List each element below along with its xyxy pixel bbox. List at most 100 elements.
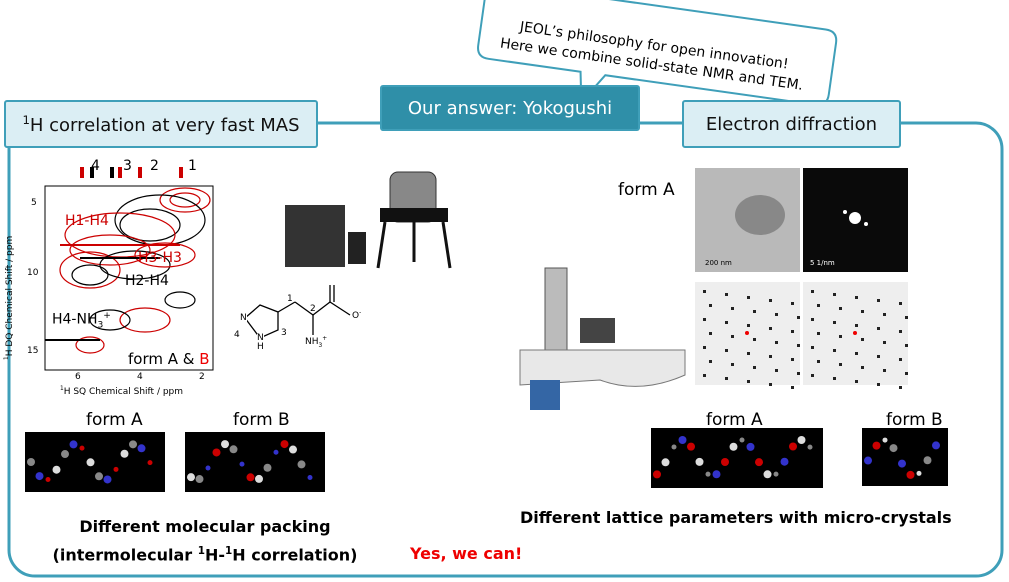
reflection [791, 330, 794, 333]
reflection [769, 299, 772, 302]
atom [739, 437, 745, 443]
subscript: 3 [318, 342, 323, 349]
reflection [861, 366, 864, 369]
peak-label: 2 [150, 158, 159, 174]
reflection [839, 363, 842, 366]
caption-line: (intermolecular 1H-1H correlation) [40, 539, 370, 567]
atom-number: 4 [234, 330, 240, 340]
reflection [797, 344, 800, 347]
nmr-instrument [285, 171, 452, 269]
reflection [753, 310, 756, 313]
label-text: form A & [128, 350, 195, 368]
reflection [747, 352, 750, 355]
reflection [731, 307, 734, 310]
caption-text: H correlation) [232, 545, 358, 565]
reflection [709, 304, 712, 307]
atom [721, 458, 729, 467]
peak-label: 3 [123, 158, 132, 174]
reflection [725, 349, 728, 352]
reflection [899, 302, 902, 305]
tab-right: Electron diffraction [682, 100, 901, 148]
reflection [747, 296, 750, 299]
reflection [855, 296, 858, 299]
atom [671, 444, 677, 450]
atom [221, 440, 229, 449]
reflection [899, 330, 902, 333]
reflection [775, 341, 778, 344]
atom [932, 441, 940, 450]
atom [27, 458, 35, 466]
ring-n: N [240, 313, 247, 323]
reflection [811, 346, 814, 349]
superscript: 1 [60, 386, 64, 392]
caption-text: (intermolecular [52, 545, 198, 565]
reflection [725, 293, 728, 296]
atom [789, 442, 797, 451]
scale-bar: 200 nm [705, 259, 732, 267]
atom [687, 442, 695, 451]
reflection [899, 358, 902, 361]
atom [864, 456, 872, 465]
atom-number: 2 [310, 304, 316, 314]
tick-label: 6 [75, 372, 81, 382]
atom [147, 460, 153, 466]
reflection [731, 363, 734, 366]
reflection [725, 377, 728, 380]
reflection [883, 313, 886, 316]
atom [898, 459, 906, 468]
reflection [905, 372, 908, 375]
tab-center: Our answer: Yokogushi [380, 85, 640, 131]
reflection [883, 341, 886, 344]
axis-text: H SQ Chemical Shift / ppm [63, 387, 184, 397]
tick-label: 5 [31, 198, 37, 208]
reflection [703, 346, 706, 349]
form-label: form A [706, 410, 763, 430]
reflection [877, 355, 880, 358]
axis-text: H DQ Chemical Shift / ppm [5, 235, 15, 357]
reflection [817, 304, 820, 307]
reflection [877, 383, 880, 386]
reflection [905, 344, 908, 347]
reflection [861, 310, 864, 313]
reflection [811, 290, 814, 293]
scale-bar: 5 1/nm [810, 259, 835, 267]
tab-left: 1H correlation at very fast MAS [4, 100, 318, 148]
atom [729, 442, 738, 451]
atom-number: 1 [287, 294, 293, 304]
tick-label: 2 [199, 372, 205, 382]
reflection [747, 380, 750, 383]
atom [906, 470, 915, 479]
cross-peak-label: H3-H3 [138, 250, 182, 266]
caption-text: H- [204, 545, 226, 565]
peak-markers [80, 167, 183, 178]
lattice-b [862, 428, 948, 486]
atom [45, 477, 51, 483]
y-axis-title: 1H DQ Chemical Shift / ppm [4, 236, 15, 360]
caption-line: Different molecular packing [79, 517, 331, 536]
label-text: B [199, 350, 210, 368]
subscript: 3 [97, 320, 104, 331]
packing-a [25, 432, 165, 492]
label-text: H4-NH [52, 311, 98, 328]
reflection [797, 316, 800, 319]
oxygen: O- [352, 310, 361, 321]
atom [61, 450, 69, 459]
reflection [769, 355, 772, 358]
form-label: form A [86, 410, 143, 430]
atom [889, 444, 898, 453]
reflection [817, 360, 820, 363]
atom [137, 444, 146, 453]
reflection [791, 302, 794, 305]
superscript: - [359, 310, 362, 316]
atom [120, 449, 129, 458]
atom [69, 440, 78, 449]
peak-label: 4 [91, 158, 100, 174]
reflection [769, 383, 772, 386]
atom [797, 436, 806, 445]
reflection [709, 360, 712, 363]
atom [255, 474, 263, 483]
label-text: O [352, 311, 360, 321]
atom [79, 445, 85, 451]
atom [695, 457, 704, 466]
